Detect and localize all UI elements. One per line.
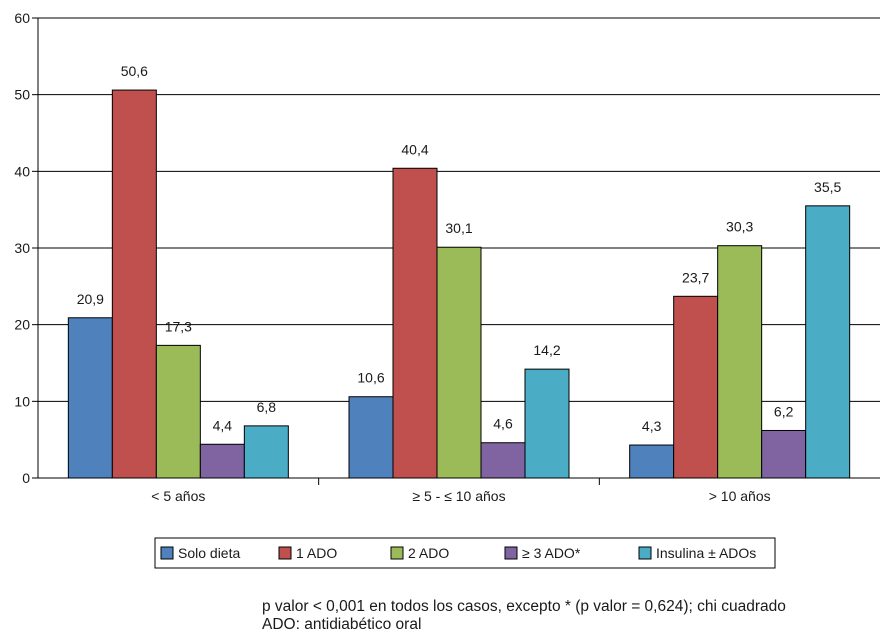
legend-swatch [160, 546, 174, 560]
legend-swatch [390, 546, 404, 560]
bar [524, 368, 570, 479]
bar [480, 442, 526, 479]
bar-data-label: 10,6 [357, 370, 384, 386]
y-tick-label: 20 [14, 317, 30, 333]
bar [348, 396, 394, 479]
bar [392, 167, 438, 479]
bars [67, 89, 851, 479]
legend-label: 2 ADO [408, 545, 449, 561]
bar [717, 245, 763, 479]
footnote-ado-definition: ADO: antidiabético oral [262, 616, 422, 633]
bar-data-label: 20,9 [77, 291, 104, 307]
bar [673, 295, 719, 479]
legend-label: 1 ADO [296, 545, 337, 561]
legend-label: Insulina ± ADOs [656, 545, 756, 561]
legend-swatch [504, 546, 518, 560]
legend-label: Solo dieta [178, 545, 240, 561]
x-category-label: > 10 años [709, 488, 771, 504]
legend-box [154, 537, 776, 569]
y-tick-label: 0 [22, 470, 30, 486]
bar [111, 89, 157, 479]
x-category-label: ≥ 5 - ≤ 10 años [412, 488, 505, 504]
y-tick-label: 40 [14, 163, 30, 179]
bar-data-label: 40,4 [401, 141, 428, 157]
bar-data-label: 17,3 [165, 318, 192, 334]
legend-swatch [638, 546, 652, 560]
footnote-p-value: p valor < 0,001 en todos los casos, exce… [262, 598, 786, 615]
legend-label: ≥ 3 ADO* [522, 545, 581, 561]
bar-data-label: 4,4 [213, 417, 233, 433]
bar [629, 444, 675, 479]
bar-data-label: 50,6 [121, 63, 148, 79]
bar [155, 344, 201, 479]
bar-chart: 0 10 20 30 40 50 60 < 5 años ≥ 5 - ≤ 10 años > 1… [14, 10, 880, 569]
bar-data-label: 30,1 [445, 220, 472, 236]
bar-data-label: 4,3 [642, 418, 662, 434]
bar [761, 429, 807, 479]
y-tick-label: 60 [14, 10, 30, 26]
data-labels: 20,9 50,6 17,3 4,4 6,8 10,6 40,4 30,1 4,6 14,2 4,3… [77, 63, 842, 434]
bar [805, 205, 851, 479]
bar [199, 443, 245, 479]
x-category-label: < 5 años [151, 488, 205, 504]
bar-data-label: 4,6 [493, 416, 513, 432]
bar [67, 317, 113, 479]
x-axis-categories: < 5 años ≥ 5 - ≤ 10 años > 10 años [151, 488, 770, 504]
y-tick-label: 10 [14, 393, 30, 409]
y-tick-label: 50 [14, 87, 30, 103]
y-tick-label: 30 [14, 240, 30, 256]
bar-data-label: 30,3 [726, 219, 753, 235]
y-axis-ticks: 0 10 20 30 40 50 60 [14, 10, 38, 486]
bar-data-label: 6,8 [257, 399, 277, 415]
legend-swatch [278, 546, 292, 560]
bar-data-label: 35,5 [814, 179, 841, 195]
bar-data-label: 23,7 [682, 269, 709, 285]
bar-data-label: 14,2 [533, 342, 560, 358]
bar [436, 246, 482, 479]
bar [243, 425, 289, 479]
legend: Solo dieta 1 ADO 2 ADO ≥ 3 ADO* Insulina ± A… [154, 537, 776, 569]
bar-data-label: 6,2 [774, 403, 794, 419]
